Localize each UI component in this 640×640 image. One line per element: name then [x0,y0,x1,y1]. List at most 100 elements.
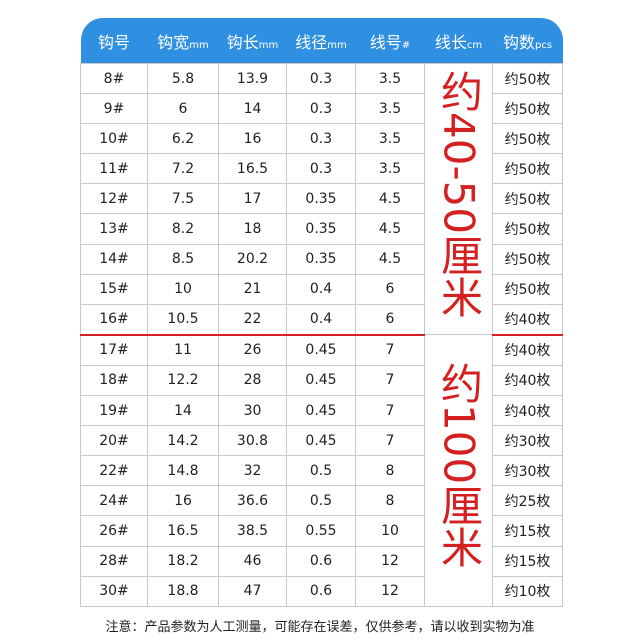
table-cell: 12# [80,183,148,215]
table-cell: 0.45 [286,333,356,366]
table-cell: 7 [355,395,425,427]
table-row: 30# 18.8 47 0.6 12 约10枚 [80,575,563,607]
table-cell: 16# [80,303,148,336]
table-cell: 12 [355,545,425,577]
table-cell: 约50枚 [492,62,563,95]
table-cell: 5.8 [147,62,219,95]
table-cell: 约50枚 [492,243,563,275]
table-cell: 38.5 [218,515,287,547]
table-cell: 22 [218,303,287,336]
table-cell: 7.2 [147,153,219,185]
table-cell: 约30枚 [492,455,563,487]
column-header: 线径mm [286,18,356,64]
table-cell: 0.35 [286,213,356,245]
header-unit: mm [258,39,279,51]
table-cell: 4.5 [355,243,425,275]
table-row: 26# 16.5 38.5 0.55 10 约15枚 [80,515,563,547]
table-row: 15# 10 21 0.4 6 约50枚 [80,273,563,305]
table-cell: 16.5 [147,515,219,547]
column-header: 钩长mm [218,18,287,64]
table-cell: 24# [80,485,148,517]
table-cell: 0.35 [286,183,356,215]
table-cell: 14 [218,93,287,125]
table-cell: 46 [218,545,287,577]
table-cell: 8.2 [147,213,219,245]
table-cell: 26 [218,333,287,366]
header-label: 钩数 [502,32,535,52]
table-cell: 6 [355,273,425,305]
table-cell: 0.3 [286,62,356,95]
table-cell: 16 [147,485,219,517]
table-cell: 约25枚 [492,485,563,517]
table-cell: 26# [80,515,148,547]
table-cell: 0.4 [286,303,356,336]
table-cell: 8 [355,485,425,517]
table-cell: 0.5 [286,485,356,517]
table-cell: 7.5 [147,183,219,215]
table-cell: 13# [80,213,148,245]
table-cell: 6 [355,303,425,336]
table-cell: 4.5 [355,183,425,215]
table-cell: 约40枚 [492,333,563,366]
header-label: 线径 [295,32,328,52]
table-cell: 7 [355,364,425,397]
header-unit: mm [327,39,347,51]
table-row: 24# 16 36.6 0.5 8 约25枚 [80,485,563,517]
table-cell: 18# [80,364,148,397]
column-header: 线长cm [424,18,493,64]
table-cell: 约50枚 [492,273,563,305]
line-length-label: 约100厘米 [434,362,484,569]
table-cell: 3.5 [355,153,425,185]
table-cell: 约15枚 [492,545,563,577]
table-body: 8# 5.8 13.9 0.3 3.5 约40-50厘米 约50枚 9# 6 14 0.3 3.5 约5… [80,62,563,607]
table-cell: 约50枚 [492,183,563,215]
table-cell: 8# [80,62,148,95]
table-row: 10# 6.2 16 0.3 3.5 约50枚 [80,123,563,155]
table-cell: 30 [218,395,287,427]
table-row: 16# 10.5 22 0.4 6 约40枚 [80,303,563,336]
table-cell: 6.2 [147,123,219,155]
table-cell: 0.6 [286,545,356,577]
table-cell: 10 [147,273,219,305]
table-cell: 约40枚 [492,364,563,397]
table-cell: 0.35 [286,243,356,275]
table-cell: 约40枚 [492,395,563,427]
table-cell: 8 [355,455,425,487]
column-header: 线号# [355,18,425,64]
table-row: 18# 12.2 28 0.45 7 约40枚 [80,364,563,397]
table-cell: 7 [355,333,425,366]
table-cell: 19# [80,395,148,427]
disclaimer-note: 注意：产品参数为人工测量，可能存在误差，仅供参考，请以收到实物为准 [105,620,535,635]
table-cell: 18.2 [147,545,219,577]
table-cell: 28 [218,364,287,397]
table-cell: 47 [218,575,287,607]
table-cell: 0.5 [286,455,356,487]
table-cell: 约50枚 [492,123,563,155]
table-row: 9# 6 14 0.3 3.5 约50枚 [80,93,563,125]
table-cell: 约50枚 [492,93,563,125]
table-row: 20# 14.2 30.8 0.45 7 约30枚 [80,425,563,457]
table-cell: 32 [218,455,287,487]
table-cell: 约10枚 [492,575,563,607]
table-cell: 11 [147,333,219,366]
table-cell: 15# [80,273,148,305]
header-unit: mm [189,39,209,51]
header-label: 钩号 [97,32,130,52]
table-cell: 约30枚 [492,425,563,457]
header-unit: pcs [534,39,553,51]
spec-table-wrapper: 钩号 钩宽mm 钩长mm 线径mm 线号# 线长cm 钩数pcs 8# 5.8 13.9 0.3 3… [80,18,563,607]
table-cell: 6 [147,93,219,125]
table-cell: 0.6 [286,575,356,607]
header-row: 钩号 钩宽mm 钩长mm 线径mm 线号# 线长cm 钩数pcs [80,18,563,64]
table-cell: 3.5 [355,93,425,125]
table-cell: 约15枚 [492,515,563,547]
table-cell: 10# [80,123,148,155]
table-cell: 0.45 [286,364,356,397]
spec-table: 钩号 钩宽mm 钩长mm 线径mm 线号# 线长cm 钩数pcs 8# 5.8 13.9 0.3 3… [80,18,563,607]
header-label: 钩宽 [157,32,190,52]
table-cell: 约50枚 [492,153,563,185]
line-length-cell: 约40-50厘米 [424,62,493,336]
header-label: 线长 [434,32,467,52]
table-row: 22# 14.8 32 0.5 8 约30枚 [80,455,563,487]
table-row: 8# 5.8 13.9 0.3 3.5 约40-50厘米 约50枚 [80,62,563,336]
